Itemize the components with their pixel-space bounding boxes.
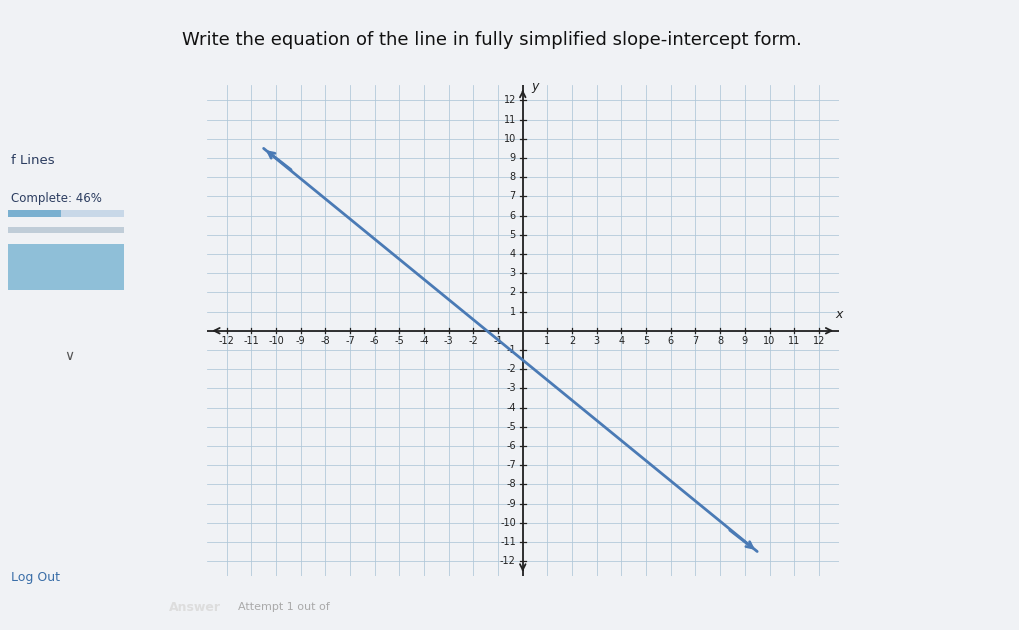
Text: -7: -7 xyxy=(345,336,355,346)
Text: -4: -4 xyxy=(506,403,516,413)
Text: 4: 4 xyxy=(619,336,625,346)
Text: -10: -10 xyxy=(268,336,284,346)
Text: 10: 10 xyxy=(503,134,516,144)
Text: 6: 6 xyxy=(667,336,674,346)
Text: ∨: ∨ xyxy=(64,349,73,363)
Text: -5: -5 xyxy=(394,336,405,346)
Text: 8: 8 xyxy=(510,172,516,182)
Text: 5: 5 xyxy=(510,230,516,240)
Text: 11: 11 xyxy=(503,115,516,125)
Text: 12: 12 xyxy=(503,95,516,105)
Text: -10: -10 xyxy=(500,518,516,528)
Text: Answer: Answer xyxy=(169,601,221,614)
Text: -11: -11 xyxy=(500,537,516,547)
Text: y: y xyxy=(531,79,539,93)
Text: -12: -12 xyxy=(219,336,234,346)
Text: 2: 2 xyxy=(510,287,516,297)
Bar xyxy=(8,210,123,217)
Text: Log Out: Log Out xyxy=(11,571,60,584)
Text: -11: -11 xyxy=(244,336,259,346)
Text: -12: -12 xyxy=(500,556,516,566)
Text: -3: -3 xyxy=(444,336,453,346)
Text: -8: -8 xyxy=(506,479,516,490)
Text: Write the equation of the line in fully simplified slope-intercept form.: Write the equation of the line in fully … xyxy=(181,31,802,49)
Text: -5: -5 xyxy=(506,421,516,432)
Text: 1: 1 xyxy=(510,307,516,316)
Bar xyxy=(8,210,61,217)
Text: 2: 2 xyxy=(569,336,576,346)
Bar xyxy=(8,244,123,290)
Text: -3: -3 xyxy=(506,383,516,393)
Text: 5: 5 xyxy=(643,336,649,346)
Bar xyxy=(8,227,123,233)
Text: -9: -9 xyxy=(506,498,516,508)
Text: -8: -8 xyxy=(321,336,330,346)
Text: 3: 3 xyxy=(594,336,600,346)
Text: -9: -9 xyxy=(296,336,306,346)
Text: -6: -6 xyxy=(370,336,379,346)
Text: 12: 12 xyxy=(813,336,825,346)
Text: 10: 10 xyxy=(763,336,775,346)
Text: -7: -7 xyxy=(506,460,516,470)
Text: 11: 11 xyxy=(788,336,800,346)
Text: 9: 9 xyxy=(510,153,516,163)
Text: 9: 9 xyxy=(742,336,748,346)
Text: Attempt 1 out of: Attempt 1 out of xyxy=(237,602,330,612)
Text: x: x xyxy=(835,308,843,321)
Text: 4: 4 xyxy=(510,249,516,259)
Text: -6: -6 xyxy=(506,441,516,451)
Text: f Lines: f Lines xyxy=(11,154,55,167)
Text: Complete: 46%: Complete: 46% xyxy=(11,192,102,205)
Text: -1: -1 xyxy=(493,336,503,346)
Text: 8: 8 xyxy=(717,336,723,346)
Text: -2: -2 xyxy=(506,364,516,374)
Text: 3: 3 xyxy=(510,268,516,278)
Text: 1: 1 xyxy=(544,336,550,346)
Text: -4: -4 xyxy=(419,336,429,346)
Text: 7: 7 xyxy=(692,336,699,346)
Text: -2: -2 xyxy=(469,336,478,346)
Text: 6: 6 xyxy=(510,210,516,220)
Text: -1: -1 xyxy=(506,345,516,355)
Text: 7: 7 xyxy=(510,192,516,202)
